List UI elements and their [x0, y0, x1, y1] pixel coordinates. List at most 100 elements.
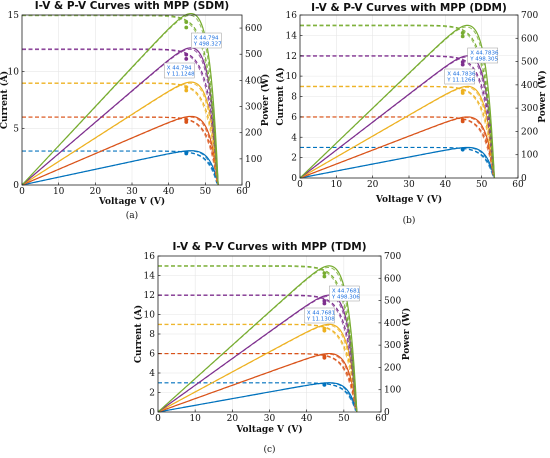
series-green: [299, 24, 495, 179]
chart-title: I-V & P-V Curves with MPP (TDM): [172, 241, 366, 253]
pv-curve-fit-green: [299, 26, 494, 179]
y-right-tick-label: 600: [245, 24, 262, 34]
datatip-x: X 44.7836: [447, 71, 476, 77]
y-left-tick-label: 10: [8, 68, 20, 78]
mpp-marker-current-blue: [322, 382, 327, 387]
x-tick-label: 0: [19, 187, 25, 197]
pv-curve-yellow: [21, 81, 219, 186]
pv-curve-fit-yellow: [157, 324, 356, 413]
datatip-y: Y 498.306: [331, 295, 360, 301]
mpp-marker-current-blue: [460, 147, 465, 152]
x-tick-label: 20: [367, 180, 379, 190]
datatip-y: Y 11.1308: [306, 317, 335, 323]
mpp-marker-current-purple: [460, 62, 465, 67]
y-right-tick-label: 100: [521, 151, 538, 161]
chart-panel-b: 0 10 20 30 40 50 60024681012141601002003004005…: [275, 2, 548, 226]
pv-curve-fit-green: [157, 266, 356, 413]
pv-curve-purple: [21, 47, 219, 186]
mpp-marker-current-purple: [322, 301, 327, 306]
series-purple: [299, 55, 495, 179]
chart-panel-a: 0 10 20 30 40 50 600510150100200300400500600I-…: [0, 0, 271, 221]
series-blue: [21, 150, 219, 186]
y-right-tick-label: 400: [245, 76, 262, 86]
y-right-tick-label: 700: [521, 11, 538, 21]
y-left-tick-label: 16: [286, 11, 298, 21]
pv-curve-fit-blue: [299, 147, 494, 179]
y-left-tick-label: 0: [149, 408, 155, 418]
datatip-box: [163, 62, 195, 79]
y-left-tick-label: 16: [144, 252, 156, 262]
y-left-tick-label: 2: [149, 389, 155, 399]
pv-curve-fit-green: [21, 14, 218, 186]
y-right-tick-label: 200: [245, 129, 262, 139]
y-left-tick-label: 14: [144, 272, 156, 282]
datatip-x: X 44.7836: [470, 50, 499, 56]
chart-title: I-V & P-V Curves with MPP (SDM): [35, 0, 229, 12]
y-right-tick-label: 100: [245, 155, 262, 165]
mpp-marker-current-green: [460, 34, 465, 39]
y-left-tick-label: 12: [286, 52, 297, 62]
series-purple: [21, 47, 219, 186]
mpp-marker-current-orange: [184, 120, 189, 124]
y-right-tick-label: 500: [384, 297, 401, 307]
pv-curve-fit-blue: [21, 150, 218, 186]
y-right-axis-label: Power (W): [260, 74, 271, 127]
series-yellow: [157, 323, 358, 413]
panel-caption: (a): [126, 210, 138, 221]
mpp-marker-power-green: [322, 271, 327, 276]
y-left-tick-label: 10: [286, 72, 298, 82]
datatip-box: [467, 47, 498, 64]
x-tick-label: 40: [440, 180, 452, 190]
datatip-y: Y 11.1266: [446, 78, 475, 84]
y-left-tick-label: 10: [144, 311, 156, 321]
datatip-y: Y 498.305: [469, 57, 498, 63]
pv-curve-fit-orange: [157, 353, 356, 413]
mpp-marker-power-purple: [460, 60, 465, 64]
mpp-marker-current-yellow: [460, 91, 465, 95]
y-left-tick-label: 14: [286, 31, 298, 41]
mpp-marker-current-orange: [322, 355, 327, 360]
datatip-box: [444, 68, 475, 85]
x-tick-label: 30: [264, 414, 276, 424]
x-tick-label: 20: [90, 187, 102, 197]
y-left-tick-label: 15: [8, 11, 20, 21]
y-right-tick-label: 200: [384, 363, 401, 373]
y-right-tick-label: 200: [521, 127, 538, 137]
y-right-tick-label: 300: [521, 104, 538, 114]
series-green: [157, 265, 358, 413]
iv-curve-fit-green: [158, 266, 356, 406]
x-tick-label: 0: [297, 180, 303, 190]
mpp-marker-power-purple: [184, 52, 189, 57]
datatip-y: Y 498.327: [193, 42, 222, 48]
datatip-y: Y 11.1248: [166, 72, 195, 78]
datatip-box: [329, 285, 360, 302]
x-tick-label: 10: [53, 187, 65, 197]
x-axis-label: Voltage V (V): [235, 424, 302, 435]
y-left-tick-label: 8: [291, 93, 297, 103]
iv-curve-fit-purple: [22, 49, 218, 180]
y-left-tick-label: 8: [149, 330, 155, 340]
y-right-axis-label: Power (W): [537, 70, 548, 123]
mpp-marker-current-blue: [184, 151, 189, 156]
pv-curve-fit-yellow: [21, 82, 218, 186]
y-right-tick-label: 300: [245, 103, 262, 113]
x-tick-label: 20: [227, 414, 239, 424]
chart-title: I-V & P-V Curves with MPP (DDM): [311, 2, 507, 14]
mpp-marker-current-yellow: [184, 88, 189, 93]
y-left-axis-label: Current (A): [133, 305, 144, 363]
pv-curve-fit-orange: [21, 116, 218, 186]
y-left-axis-label: Current (A): [0, 71, 10, 129]
y-left-tick-label: 0: [13, 181, 19, 191]
iv-curve-purple: [22, 48, 219, 186]
x-tick-label: 40: [301, 414, 313, 424]
series-orange: [21, 115, 219, 186]
y-left-tick-label: 6: [291, 113, 297, 123]
iv-curve-green: [158, 265, 358, 413]
datatip-x: X 44.7681: [307, 310, 335, 316]
pv-curve-fit-purple: [157, 295, 356, 413]
iv-curve-fit-orange: [158, 353, 356, 410]
y-right-tick-label: 300: [384, 341, 401, 351]
y-right-tick-label: 400: [521, 81, 538, 91]
pv-curve-green: [299, 24, 495, 179]
